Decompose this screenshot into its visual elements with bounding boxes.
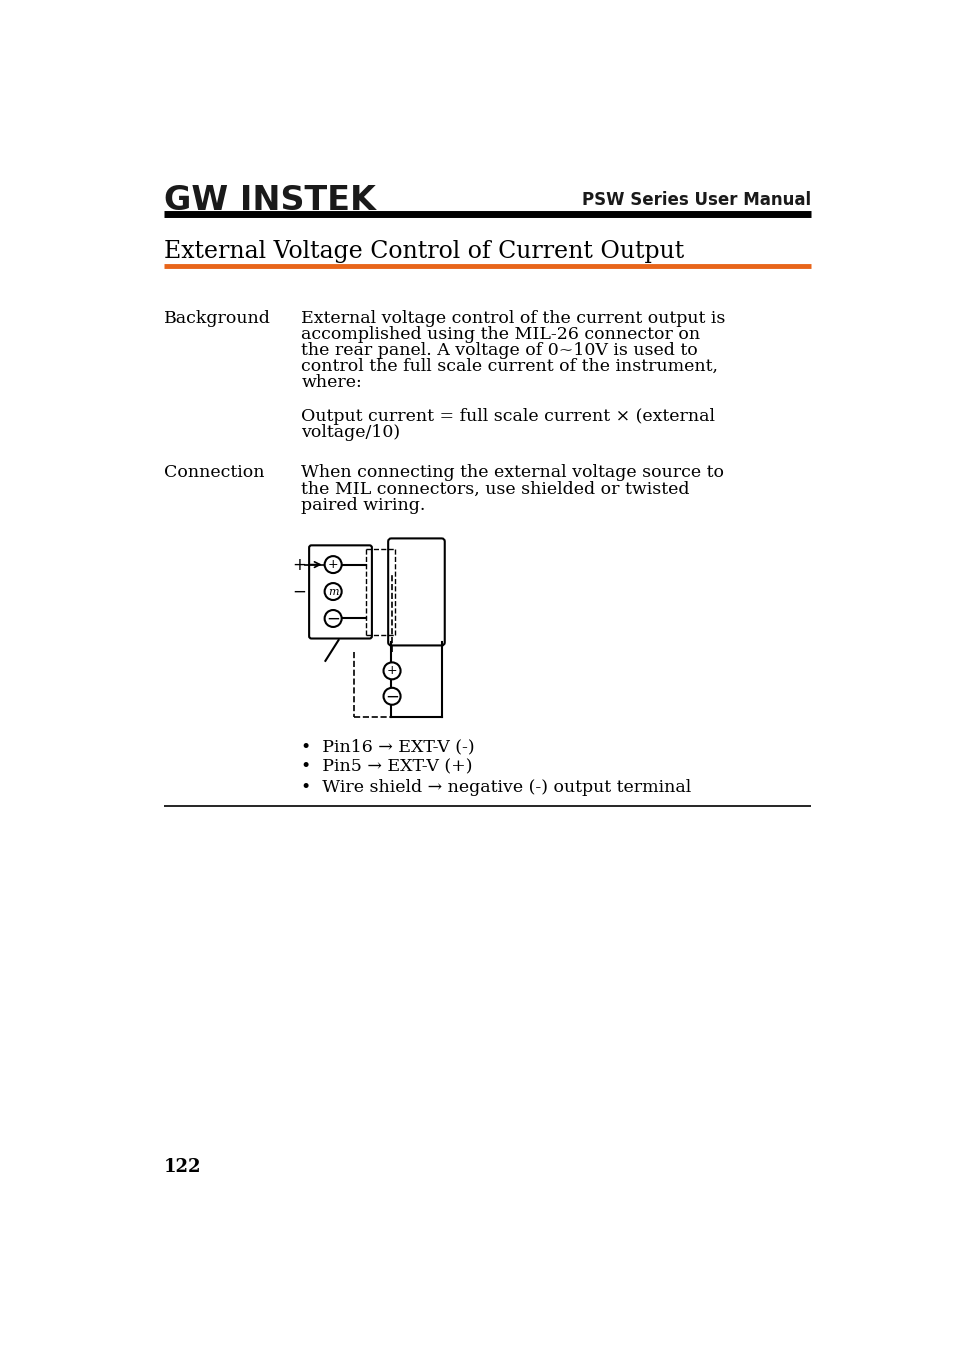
Text: •  Pin16 → EXT-V (-): • Pin16 → EXT-V (-) bbox=[301, 739, 475, 755]
FancyBboxPatch shape bbox=[388, 538, 444, 645]
Text: voltage/10): voltage/10) bbox=[301, 424, 400, 441]
Text: m: m bbox=[328, 587, 338, 596]
Text: control the full scale current of the instrument,: control the full scale current of the in… bbox=[301, 359, 718, 375]
FancyBboxPatch shape bbox=[309, 545, 372, 638]
Text: External Voltage Control of Current Output: External Voltage Control of Current Outp… bbox=[164, 240, 683, 263]
Text: GW INSTEK: GW INSTEK bbox=[164, 183, 375, 217]
Text: +: + bbox=[328, 558, 338, 571]
Text: paired wiring.: paired wiring. bbox=[301, 496, 425, 514]
Text: accomplished using the MIL-26 connector on: accomplished using the MIL-26 connector … bbox=[301, 326, 700, 343]
Text: the MIL connectors, use shielded or twisted: the MIL connectors, use shielded or twis… bbox=[301, 480, 689, 498]
Text: •  Wire shield → negative (-) output terminal: • Wire shield → negative (-) output term… bbox=[301, 778, 691, 796]
Text: •  Pin5 → EXT-V (+): • Pin5 → EXT-V (+) bbox=[301, 758, 473, 776]
Text: External voltage control of the current output is: External voltage control of the current … bbox=[301, 310, 725, 326]
Circle shape bbox=[383, 688, 400, 704]
Bar bbox=[365, 549, 395, 634]
Text: −: − bbox=[326, 610, 339, 627]
Text: Background: Background bbox=[164, 310, 271, 326]
Text: PSW Series User Manual: PSW Series User Manual bbox=[581, 192, 810, 209]
Circle shape bbox=[324, 556, 341, 573]
Circle shape bbox=[324, 583, 341, 600]
Text: −: − bbox=[385, 687, 398, 706]
Text: where:: where: bbox=[301, 375, 362, 391]
Circle shape bbox=[324, 610, 341, 627]
Text: 122: 122 bbox=[164, 1157, 201, 1176]
Text: +: + bbox=[292, 556, 306, 573]
Text: +: + bbox=[386, 664, 397, 677]
Text: the rear panel. A voltage of 0~10V is used to: the rear panel. A voltage of 0~10V is us… bbox=[301, 343, 698, 359]
Text: Output current = full scale current × (external: Output current = full scale current × (e… bbox=[301, 407, 715, 425]
Text: Connection: Connection bbox=[164, 464, 264, 482]
Text: −: − bbox=[292, 583, 306, 600]
Text: When connecting the external voltage source to: When connecting the external voltage sou… bbox=[301, 464, 723, 482]
Circle shape bbox=[383, 662, 400, 680]
